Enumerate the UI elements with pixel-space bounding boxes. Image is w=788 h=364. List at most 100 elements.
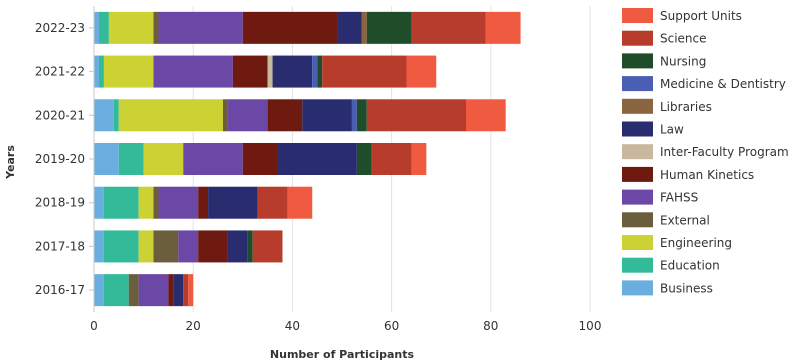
- y-tick-label: 2020-21: [35, 108, 85, 122]
- legend-swatch: [622, 189, 653, 205]
- bar-segment: [94, 99, 114, 132]
- legend-item: Law: [622, 121, 684, 137]
- y-axis-title: Years: [4, 145, 17, 180]
- bar-segment: [128, 274, 139, 307]
- legend-item: Support Units: [622, 8, 742, 23]
- bar-segment: [103, 186, 139, 219]
- x-axis-title: Number of Participants: [270, 348, 415, 361]
- bar-segment: [222, 99, 228, 132]
- bar-segment: [322, 55, 407, 88]
- legend-item: Inter-Faculty Programs: [622, 144, 788, 160]
- legend-label: Inter-Faculty Programs: [660, 145, 788, 159]
- x-tick-label: 20: [186, 319, 201, 333]
- x-tick-label: 0: [90, 319, 98, 333]
- bar-segment: [103, 274, 129, 307]
- bar-segment: [337, 11, 362, 44]
- bar-segment: [351, 99, 357, 132]
- bar-segment: [98, 55, 104, 88]
- bar-segment: [277, 143, 357, 175]
- bar-segment: [312, 55, 318, 88]
- bar-segment: [302, 99, 352, 132]
- legend-label: Business: [660, 281, 713, 295]
- bar-segment: [371, 143, 412, 175]
- bar-segment: [103, 230, 139, 263]
- bar-segment: [366, 99, 466, 132]
- bar-segment: [173, 274, 184, 307]
- y-tick-label: 2022-23: [35, 21, 85, 35]
- legend-swatch: [622, 76, 653, 92]
- y-tick-label: 2018-19: [35, 196, 85, 210]
- x-tick-label: 40: [285, 319, 300, 333]
- legend-label: Law: [660, 123, 684, 137]
- bar-segment: [138, 230, 154, 263]
- bar-segment: [178, 230, 199, 263]
- legend: Support Units Science Nursing Medicine & De…: [622, 8, 788, 296]
- legend-item: External: [622, 212, 710, 228]
- bar-segment: [143, 143, 184, 175]
- bar-segment: [183, 143, 243, 175]
- bar-segment: [485, 11, 521, 44]
- legend-swatch: [622, 53, 653, 69]
- legend-label: External: [660, 213, 710, 227]
- legend-label: Human Kinetics: [660, 168, 754, 182]
- legend-label: Support Units: [660, 9, 742, 23]
- legend-item: Nursing: [622, 53, 706, 69]
- x-tick-label: 100: [579, 319, 602, 333]
- bar-segment: [411, 11, 486, 44]
- legend-item: Education: [622, 257, 720, 273]
- bar-segment: [272, 55, 313, 88]
- legend-swatch: [622, 280, 653, 296]
- legend-item: Engineering: [622, 235, 732, 250]
- legend-label: Libraries: [660, 100, 712, 114]
- legend-swatch: [622, 98, 653, 114]
- bar-segment: [138, 274, 169, 307]
- legend-label: Engineering: [660, 236, 732, 250]
- x-tick-label: 60: [384, 319, 399, 333]
- bar-segment: [168, 274, 174, 307]
- legend-swatch: [622, 144, 653, 160]
- bar-segment: [94, 55, 99, 88]
- bar-segment: [287, 186, 313, 219]
- legend-item: Science: [622, 30, 707, 46]
- bar-segment: [242, 143, 278, 175]
- legend-item: Business: [622, 280, 713, 296]
- legend-swatch: [622, 166, 653, 182]
- bar-segment: [188, 274, 194, 307]
- y-tick-label: 2017-18: [35, 239, 85, 253]
- bar-segment: [118, 143, 144, 175]
- bar-segment: [411, 143, 427, 175]
- bar-segment: [118, 99, 223, 132]
- bar-segment: [242, 11, 338, 44]
- bar-segment: [153, 55, 233, 88]
- legend-label: Nursing: [660, 54, 706, 68]
- bar-segment: [317, 55, 323, 88]
- bar-segment: [94, 11, 99, 44]
- legend-swatch: [622, 257, 653, 273]
- bar-segment: [153, 230, 179, 263]
- bar-segment: [94, 143, 119, 175]
- bar-segment: [267, 55, 273, 88]
- bar-segment: [94, 230, 104, 263]
- legend-item: FAHSS: [622, 189, 698, 205]
- legend-label: FAHSS: [660, 191, 698, 205]
- bars: [94, 11, 521, 307]
- legend-swatch: [622, 8, 653, 23]
- bar-segment: [108, 11, 154, 44]
- y-axis: 2022-23 2021-22 2020-21 2019-20 2018-19 2017-…: [35, 6, 95, 312]
- bar-segment: [94, 274, 104, 307]
- bar-segment: [227, 99, 268, 132]
- bar-segment: [208, 186, 258, 219]
- legend-label: Science: [660, 32, 707, 46]
- bar-segment: [183, 274, 189, 307]
- x-tick-label: 80: [483, 319, 498, 333]
- legend-label: Medicine & Dentistry: [660, 77, 786, 91]
- bar-segment: [98, 11, 109, 44]
- y-tick-label: 2016-17: [35, 283, 85, 297]
- bar-segment: [158, 186, 199, 219]
- bar-segment: [94, 186, 104, 219]
- bar-segment: [232, 55, 268, 88]
- bar-segment: [198, 230, 228, 263]
- bar-segment: [257, 186, 288, 219]
- legend-swatch: [622, 212, 653, 228]
